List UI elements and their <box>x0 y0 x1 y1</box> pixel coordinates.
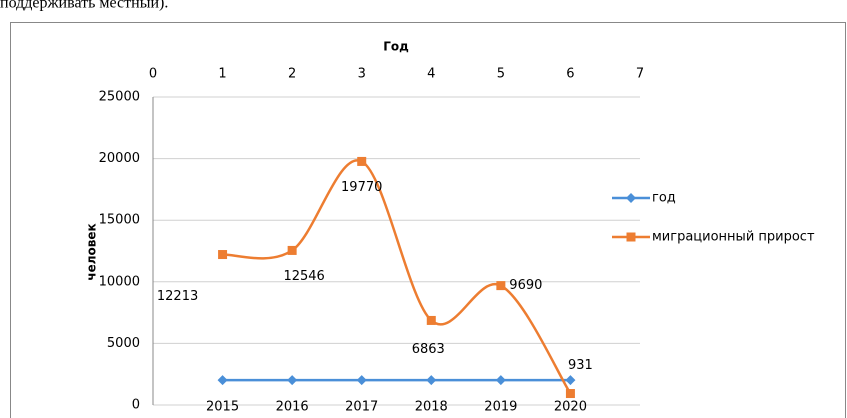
x-tick-label: 3 <box>358 67 366 82</box>
y-tick-label: 10000 <box>99 274 140 289</box>
legend-label: год <box>652 191 676 206</box>
data-label: 2019 <box>484 400 517 415</box>
x-axis-label: Год <box>383 40 409 54</box>
y-tick-label: 20000 <box>99 151 140 166</box>
data-label: 6863 <box>412 342 445 357</box>
series-line <box>222 159 572 395</box>
y-tick-label: 25000 <box>99 90 140 105</box>
data-point <box>565 375 576 386</box>
x-tick-label: 2 <box>288 67 296 82</box>
x-tick-label: 5 <box>497 67 505 82</box>
data-point <box>357 156 367 166</box>
data-point <box>565 389 575 399</box>
x-tick-label: 4 <box>427 67 435 82</box>
chart-border <box>10 22 846 418</box>
x-tick-label: 0 <box>149 67 157 82</box>
data-label: 12546 <box>283 269 324 284</box>
y-tick-label: 15000 <box>99 213 140 228</box>
x-tick-label: 6 <box>566 67 574 82</box>
data-point <box>426 375 437 386</box>
x-tick-label: 7 <box>636 67 644 82</box>
data-label: 2017 <box>345 400 378 415</box>
y-tick-label: 5000 <box>107 336 140 351</box>
data-point <box>496 281 506 291</box>
y-axis-label: человек <box>85 223 99 280</box>
x-tick-label: 1 <box>218 67 226 82</box>
legend-label: миграционный прирост <box>652 230 815 245</box>
data-point <box>217 375 228 386</box>
legend-marker <box>626 193 636 203</box>
data-label: 19770 <box>341 180 382 195</box>
data-label: 2016 <box>276 400 309 415</box>
y-tick-label: 0 <box>132 398 140 413</box>
top-text: поддерживать местный). <box>0 0 168 12</box>
data-point <box>495 375 506 386</box>
data-label: 2020 <box>554 400 587 415</box>
data-label: 9690 <box>509 278 542 293</box>
data-point <box>287 375 298 386</box>
data-point <box>287 245 297 255</box>
data-label: 931 <box>568 358 593 373</box>
data-label: 2018 <box>415 400 448 415</box>
data-point <box>356 375 367 386</box>
data-point <box>218 250 228 260</box>
data-label: 2015 <box>206 400 239 415</box>
data-point <box>426 315 436 325</box>
legend-marker <box>626 232 636 242</box>
data-label: 12213 <box>157 289 198 304</box>
